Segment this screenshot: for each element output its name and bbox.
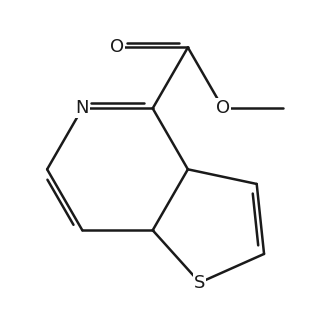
Text: S: S bbox=[194, 274, 206, 292]
Text: O: O bbox=[111, 38, 124, 56]
Text: O: O bbox=[216, 99, 230, 117]
Text: N: N bbox=[76, 99, 89, 117]
